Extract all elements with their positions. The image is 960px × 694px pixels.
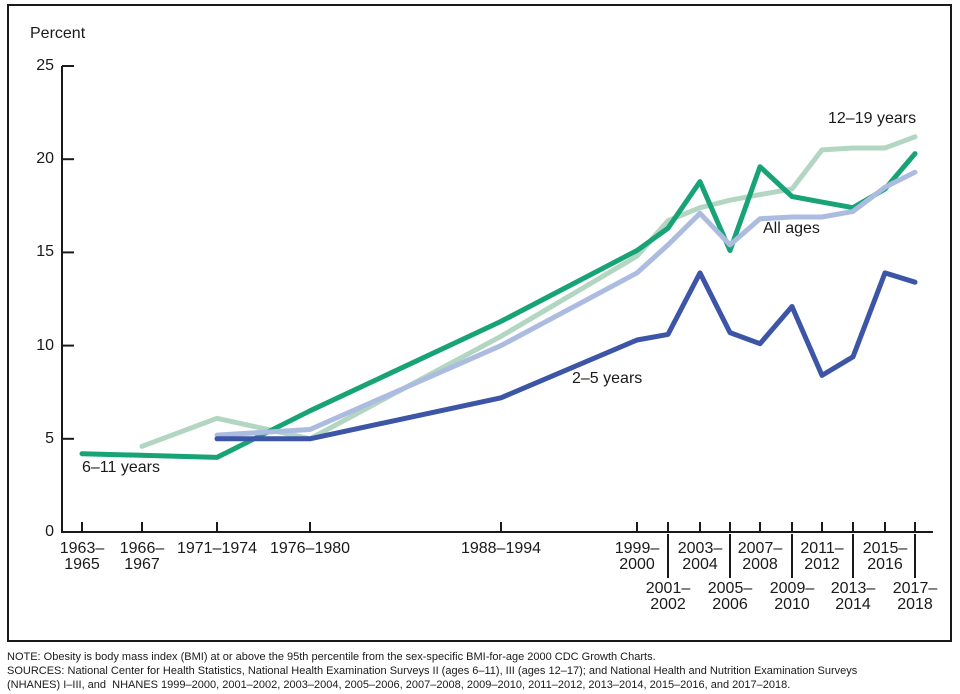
note-line-1: NOTE: Obesity is body mass index (BMI) a… [7,651,656,663]
x-tick-label-1999–2000: 1999– 2000 [614,540,660,573]
x-tick-label-2005–2006: 2005– 2006 [707,580,753,613]
series-label-all-ages: All ages [763,220,820,237]
line-12-19-years [139,134,918,449]
y-tick-label-25: 25 [36,57,54,74]
axes [61,66,933,533]
chart-notes: NOTE: Obesity is body mass index (BMI) a… [7,650,957,692]
y-tick-label-0: 0 [45,523,54,540]
series-label-2-5-years: 2–5 years [572,370,643,387]
x-tick-label-2001–2002: 2001– 2002 [645,580,691,613]
x-tick-label-2003–2004: 2003– 2004 [677,540,723,573]
x-tick-label-1963–1965: 1963– 1965 [59,540,105,573]
x-tick-label-1971–1974: 1971–1974 [176,540,258,557]
y-tick-label-5: 5 [45,429,54,447]
x-tick-label-2013–2014: 2013– 2014 [830,580,876,613]
x-tick-label-1988–1994: 1988–1994 [460,540,542,557]
y-axis-title: Percent [30,25,86,42]
x-tick-label-2017–2018: 2017– 2018 [892,580,938,613]
series-label-6-11-years: 6–11 years [82,459,160,476]
y-tick-label-10: 10 [36,336,54,354]
x-tick-label-1966–1967: 1966– 1967 [119,540,165,573]
x-tick-label-1976–1980: 1976–1980 [269,540,351,557]
note-line-3: (NHANES) I–III, and NHANES 1999–2000, 20… [7,679,791,691]
x-tick-label-2015–2016: 2015– 2016 [862,540,908,573]
x-tick-label-2007–2008: 2007– 2008 [737,540,783,573]
line-all-ages [214,169,918,438]
line-2-5-years [214,270,918,442]
x-tick-label-2009–2010: 2009– 2010 [769,580,815,613]
y-tick-label-20: 20 [36,150,54,168]
y-tick-label-15: 15 [36,243,54,261]
series-label-12-19-years: 12–19 years [828,110,917,127]
x-tick-label-2011–2012: 2011– 2012 [800,540,844,573]
chart-frame [7,4,952,642]
note-line-2: SOURCES: National Center for Health Stat… [7,665,858,677]
line-6-11-years [79,151,918,460]
